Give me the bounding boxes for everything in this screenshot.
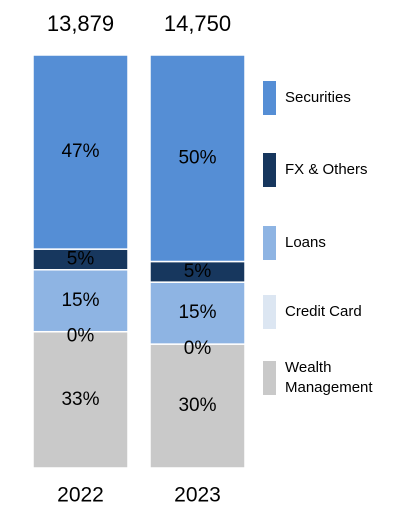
x-tick-label: 2022 (57, 484, 104, 507)
bar-segment (149, 343, 246, 469)
value-label: 15% (61, 290, 99, 311)
bar-segment (149, 54, 246, 263)
bar-segment (32, 54, 129, 250)
legend-label: Loans (285, 234, 326, 251)
legend-swatch (263, 153, 276, 187)
legend-label: FX & Others (285, 161, 368, 178)
value-label: 5% (184, 261, 212, 282)
value-label: 15% (178, 302, 216, 323)
legend-label: Wealth Management (285, 359, 373, 396)
value-label: 30% (178, 395, 216, 416)
bar-segment (32, 269, 129, 333)
legend-label: Credit Card (285, 303, 362, 320)
bar-segment (32, 330, 129, 469)
total-label: 13,879 (47, 11, 114, 36)
value-label: 0% (184, 338, 212, 359)
legend-label: Securities (285, 89, 351, 106)
x-tick-label: 2023 (174, 484, 221, 507)
legend-swatch (263, 81, 276, 115)
legend-swatch (263, 226, 276, 260)
value-label: 5% (67, 248, 95, 269)
bar-segment (149, 281, 246, 345)
value-label: 0% (67, 326, 95, 347)
legend-swatch (263, 295, 276, 329)
total-label: 14,750 (164, 11, 231, 36)
legend-swatch (263, 361, 276, 395)
value-label: 33% (61, 389, 99, 410)
value-label: 50% (178, 147, 216, 168)
value-label: 47% (61, 141, 99, 162)
